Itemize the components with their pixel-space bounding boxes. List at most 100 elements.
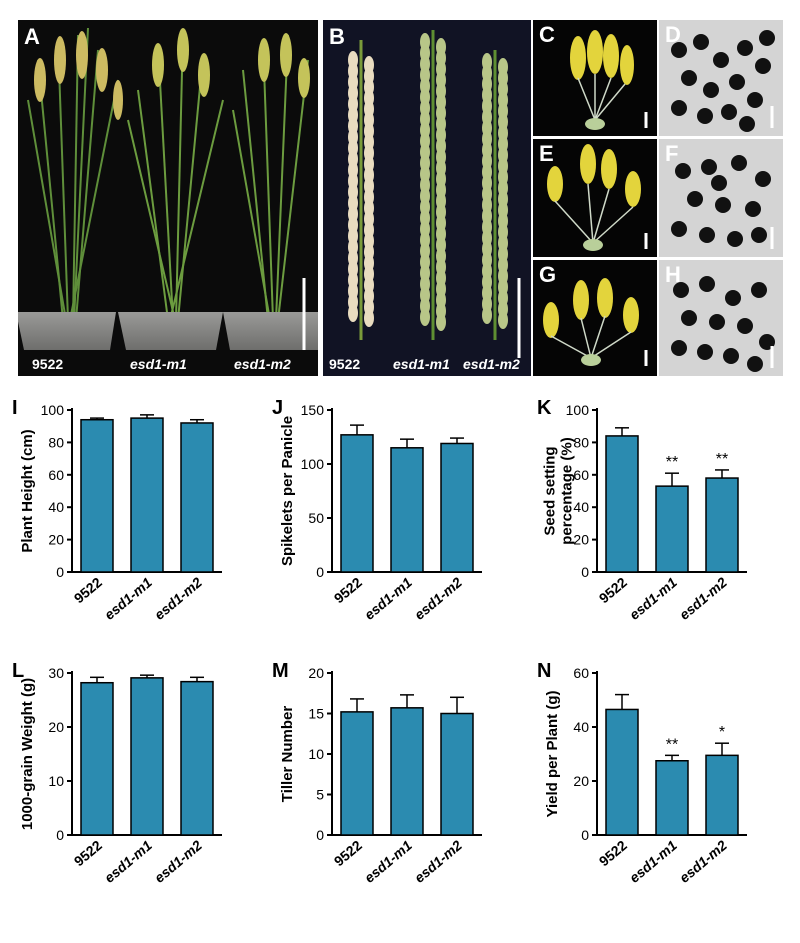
panel-label: K [537, 397, 552, 419]
flower-illustration [570, 30, 648, 130]
bar [340, 434, 374, 573]
photo-panel-a: A 9522 esd1-m1 esd1-m2 [18, 20, 318, 376]
bar [130, 677, 164, 836]
bar [605, 708, 639, 836]
y-axis-label: Plant Height (cm) [19, 429, 36, 552]
flower-illustration [547, 144, 648, 251]
y-tick-label: 100 [301, 456, 325, 472]
significance-label: ** [716, 451, 728, 468]
x-tick-label: esd1-m2 [411, 837, 465, 886]
panicles-illustration [348, 30, 521, 358]
panel-label-g: G [539, 262, 557, 287]
panel-label: I [12, 397, 18, 419]
bar [80, 681, 114, 836]
caption-9522: 9522 [329, 356, 361, 372]
grain [498, 311, 508, 329]
panel-label-d: D [665, 22, 681, 47]
grain [436, 313, 446, 331]
y-tick-label: 20 [48, 719, 64, 735]
pollen-grain [747, 356, 763, 372]
pollen-grain [671, 221, 687, 237]
bar [180, 422, 214, 573]
y-tick-label: 0 [56, 564, 64, 580]
photo-panel-h: H [659, 260, 783, 376]
flower-illustration [543, 278, 648, 366]
pollen-grain [755, 58, 771, 74]
x-tick-label: esd1-m1 [101, 574, 155, 623]
pollen-grain [725, 290, 741, 306]
pollen-grain [755, 171, 771, 187]
y-tick-label: 20 [573, 532, 589, 548]
y-tick-label: 20 [308, 665, 324, 681]
photo-panel-c: C [533, 20, 657, 136]
caption-esd1-m1: esd1-m1 [393, 356, 450, 372]
y-tick-label: 150 [301, 402, 325, 418]
pollen-grain [751, 282, 767, 298]
bar [340, 711, 374, 836]
pollen-grain [671, 100, 687, 116]
photo-panel-e: E [533, 139, 657, 257]
y-tick-label: 10 [308, 746, 324, 762]
panicle-esd1-m1 [420, 30, 446, 340]
x-tick-label: esd1-m2 [676, 574, 730, 623]
x-tick-label: 9522 [596, 574, 630, 606]
caption-esd1-m2: esd1-m2 [234, 356, 291, 372]
x-tick-label: esd1-m1 [361, 574, 415, 623]
pollen-grain [747, 92, 763, 108]
y-tick-label: 100 [566, 402, 590, 418]
grain [420, 308, 430, 326]
bar [80, 418, 114, 573]
pollen-grain [729, 74, 745, 90]
plant-esd1-m1 [127, 29, 224, 321]
grain [364, 309, 374, 327]
x-tick-label: 9522 [331, 574, 365, 606]
y-tick-label: 40 [573, 499, 589, 515]
panicle-esd1-m2 [482, 50, 508, 340]
y-axis-label: 1000-grain Weight (g) [19, 678, 36, 830]
x-tick-label: 9522 [71, 837, 105, 869]
pollen-grain [723, 348, 739, 364]
pollen-grain [745, 201, 761, 217]
photo-panel-b: B 9522 esd1-m1 esd1-m2 [323, 20, 531, 376]
panel-label-h: H [665, 262, 681, 287]
y-tick-label: 0 [316, 564, 324, 580]
pollen-grain [671, 340, 687, 356]
pollen-illustration [671, 155, 774, 249]
bar [440, 712, 474, 836]
pollen-grain [739, 116, 755, 132]
y-tick-label: 80 [573, 434, 589, 450]
y-tick-label: 80 [48, 434, 64, 450]
photo-panel-f: F [659, 139, 783, 257]
panel-label: L [12, 660, 24, 682]
caption-esd1-m2: esd1-m2 [463, 356, 520, 372]
grain [348, 304, 358, 322]
panel-label-c: C [539, 22, 555, 47]
y-tick-label: 10 [48, 773, 64, 789]
significance-label: * [719, 724, 725, 741]
y-tick-label: 50 [308, 510, 324, 526]
pollen-grain [699, 227, 715, 243]
panel-label: J [272, 397, 283, 419]
y-tick-label: 40 [573, 719, 589, 735]
x-tick-label: esd1-m2 [151, 574, 205, 623]
bar [440, 442, 474, 573]
pollen-grain [703, 82, 719, 98]
y-tick-label: 60 [573, 665, 589, 681]
x-tick-label: esd1-m2 [151, 837, 205, 886]
pollen-grain [731, 155, 747, 171]
x-tick-label: esd1-m2 [676, 837, 730, 886]
y-tick-label: 60 [48, 467, 64, 483]
pollen-grain [759, 30, 775, 46]
pollen-illustration [671, 30, 775, 132]
panicle-9522 [348, 40, 374, 340]
y-tick-label: 5 [316, 787, 324, 803]
pollen-grain [727, 231, 743, 247]
y-axis-label: Spikelets per Panicle [279, 416, 296, 566]
y-tick-label: 100 [41, 402, 65, 418]
x-tick-label: esd1-m2 [411, 574, 465, 623]
y-tick-label: 0 [56, 827, 64, 843]
pollen-grain [675, 163, 691, 179]
